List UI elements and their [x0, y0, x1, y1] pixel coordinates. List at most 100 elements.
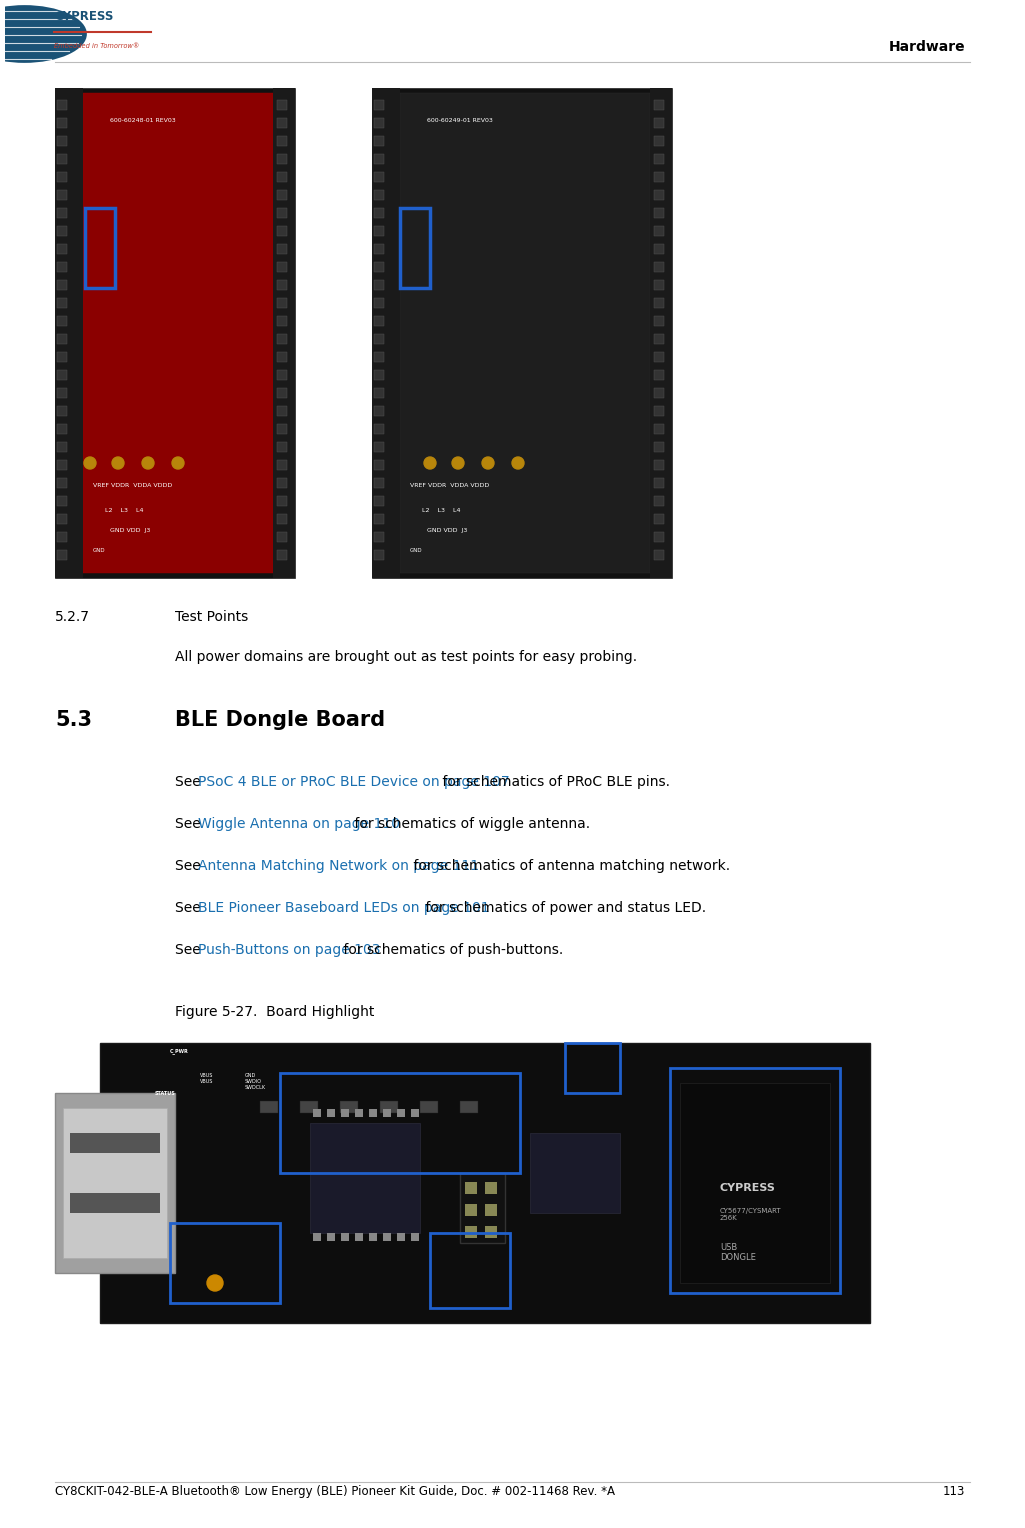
Bar [374, 406, 384, 416]
Bar [654, 497, 664, 506]
Bar [654, 532, 664, 542]
Bar [374, 351, 384, 362]
Text: VREF VDDR  VDDA VDDD: VREF VDDR VDDA VDDD [410, 483, 489, 487]
Bar [83, 93, 273, 573]
Text: C_PWR: C_PWR [170, 1048, 189, 1054]
Bar [57, 316, 67, 325]
Bar [654, 154, 664, 163]
Text: Hardware: Hardware [889, 40, 965, 53]
Bar [654, 370, 664, 380]
Bar [277, 335, 287, 344]
Bar [670, 1068, 840, 1293]
Bar [57, 244, 67, 254]
Bar [380, 1102, 398, 1112]
Bar [341, 1233, 349, 1241]
Bar [355, 1233, 363, 1241]
Bar [397, 1109, 405, 1117]
Bar [70, 1193, 160, 1213]
Text: for schematics of push-buttons.: for schematics of push-buttons. [339, 943, 563, 957]
Bar [277, 280, 287, 290]
Bar [57, 261, 67, 272]
Bar [374, 244, 384, 254]
Bar [355, 1109, 363, 1117]
Bar [369, 1233, 377, 1241]
Bar [411, 1109, 419, 1117]
Bar [340, 1102, 358, 1112]
Bar [654, 173, 664, 182]
Bar [530, 1132, 620, 1213]
Bar [57, 99, 67, 110]
Bar [400, 93, 650, 573]
Bar [374, 550, 384, 559]
Text: USB
DONGLE: USB DONGLE [720, 1242, 755, 1262]
Bar [100, 1044, 870, 1323]
Bar [57, 298, 67, 309]
Bar [374, 189, 384, 200]
Bar [400, 208, 430, 287]
Bar [277, 298, 287, 309]
Bar [369, 1109, 377, 1117]
Circle shape [84, 457, 96, 469]
Bar [411, 1233, 419, 1241]
Bar [260, 1102, 278, 1112]
Circle shape [112, 457, 124, 469]
Bar [374, 173, 384, 182]
Bar [374, 99, 384, 110]
Text: CY8CKIT-042-BLE-A Bluetooth® Low Energy (BLE) Pioneer Kit Guide, Doc. # 002-1146: CY8CKIT-042-BLE-A Bluetooth® Low Energy … [55, 1485, 615, 1497]
Bar [57, 497, 67, 506]
Bar [374, 226, 384, 235]
Bar [374, 460, 384, 471]
Bar [374, 335, 384, 344]
Bar [654, 316, 664, 325]
Text: CYPRESS: CYPRESS [54, 11, 114, 23]
Bar [273, 89, 295, 578]
Bar [374, 261, 384, 272]
Text: CY5677/CYSMART
256K: CY5677/CYSMART 256K [720, 1209, 782, 1221]
Bar [277, 406, 287, 416]
Text: L2    L3    L4: L2 L3 L4 [105, 507, 144, 513]
Bar [654, 244, 664, 254]
Text: STATUS: STATUS [155, 1091, 175, 1096]
Bar [57, 478, 67, 487]
Bar [57, 388, 67, 397]
Bar [654, 136, 664, 147]
Bar [57, 423, 67, 434]
Bar [680, 1083, 830, 1284]
Bar [57, 335, 67, 344]
Bar [277, 460, 287, 471]
Text: See: See [175, 859, 205, 872]
Bar [300, 1102, 318, 1112]
Bar [277, 316, 287, 325]
Bar [57, 460, 67, 471]
Bar [277, 99, 287, 110]
Text: Test Points: Test Points [175, 610, 248, 623]
Bar [277, 442, 287, 452]
Bar [654, 460, 664, 471]
Bar [383, 1109, 391, 1117]
Bar [654, 189, 664, 200]
Bar [485, 1204, 497, 1216]
Bar [654, 550, 664, 559]
Bar [654, 406, 664, 416]
Bar [57, 226, 67, 235]
Bar [372, 89, 672, 578]
Text: 113: 113 [943, 1485, 965, 1497]
Text: 5.2.7: 5.2.7 [55, 610, 90, 623]
Bar [654, 208, 664, 219]
Bar [57, 189, 67, 200]
Circle shape [172, 457, 184, 469]
Text: Figure 5-27.  Board Highlight: Figure 5-27. Board Highlight [175, 1005, 374, 1019]
Bar [277, 370, 287, 380]
Bar [70, 1132, 160, 1154]
Bar [654, 388, 664, 397]
Circle shape [0, 5, 87, 63]
Bar [277, 423, 287, 434]
Bar [277, 388, 287, 397]
Text: All power domains are brought out as test points for easy probing.: All power domains are brought out as tes… [175, 649, 638, 665]
Text: VREF VDDR  VDDA VDDD: VREF VDDR VDDA VDDD [93, 483, 172, 487]
Text: GND: GND [93, 549, 106, 553]
Bar [650, 89, 672, 578]
Bar [277, 478, 287, 487]
Bar [277, 136, 287, 147]
Bar [374, 497, 384, 506]
